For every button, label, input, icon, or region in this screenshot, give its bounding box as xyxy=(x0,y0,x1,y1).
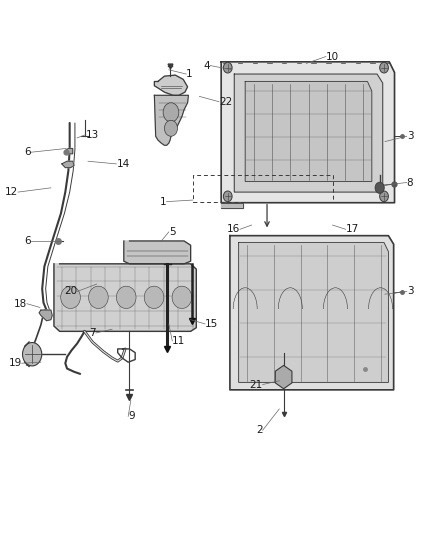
Circle shape xyxy=(380,62,389,73)
Polygon shape xyxy=(276,366,292,389)
Text: 18: 18 xyxy=(14,298,27,309)
Ellipse shape xyxy=(172,286,192,309)
Ellipse shape xyxy=(88,286,108,309)
Ellipse shape xyxy=(61,286,81,309)
Text: 3: 3 xyxy=(407,131,413,141)
Text: 7: 7 xyxy=(89,328,96,338)
Text: 6: 6 xyxy=(25,236,31,246)
Text: 11: 11 xyxy=(172,336,186,346)
Text: 14: 14 xyxy=(117,159,130,169)
Circle shape xyxy=(164,120,177,136)
Polygon shape xyxy=(54,264,196,332)
Text: 20: 20 xyxy=(64,286,77,296)
Text: 12: 12 xyxy=(5,187,18,197)
Circle shape xyxy=(223,62,232,73)
Text: 17: 17 xyxy=(346,224,359,235)
Text: 10: 10 xyxy=(326,52,339,61)
Ellipse shape xyxy=(144,286,164,309)
Ellipse shape xyxy=(117,286,136,309)
Polygon shape xyxy=(154,75,187,95)
Text: 13: 13 xyxy=(86,130,99,140)
Text: 3: 3 xyxy=(407,286,413,296)
Circle shape xyxy=(223,191,232,201)
Text: 16: 16 xyxy=(227,224,240,235)
Polygon shape xyxy=(154,95,188,146)
Circle shape xyxy=(163,103,179,122)
Text: 1: 1 xyxy=(160,197,166,207)
Text: 6: 6 xyxy=(25,147,31,157)
Text: 1: 1 xyxy=(186,69,193,79)
Text: 2: 2 xyxy=(256,425,263,435)
Polygon shape xyxy=(234,74,383,192)
Text: 5: 5 xyxy=(169,227,175,237)
Polygon shape xyxy=(230,236,394,390)
Polygon shape xyxy=(62,161,74,167)
Text: 8: 8 xyxy=(407,177,413,188)
Circle shape xyxy=(375,182,384,193)
Polygon shape xyxy=(124,241,191,264)
Polygon shape xyxy=(65,149,73,154)
Polygon shape xyxy=(39,310,52,321)
Text: 4: 4 xyxy=(204,61,210,70)
Text: 22: 22 xyxy=(219,96,232,107)
Text: 9: 9 xyxy=(128,411,135,422)
Circle shape xyxy=(380,191,389,201)
Text: 21: 21 xyxy=(249,379,263,390)
Circle shape xyxy=(22,343,42,366)
Text: 19: 19 xyxy=(8,358,21,368)
Text: 15: 15 xyxy=(205,319,218,329)
Polygon shape xyxy=(221,203,243,208)
Polygon shape xyxy=(221,62,395,203)
Polygon shape xyxy=(245,82,372,181)
Polygon shape xyxy=(239,243,389,382)
